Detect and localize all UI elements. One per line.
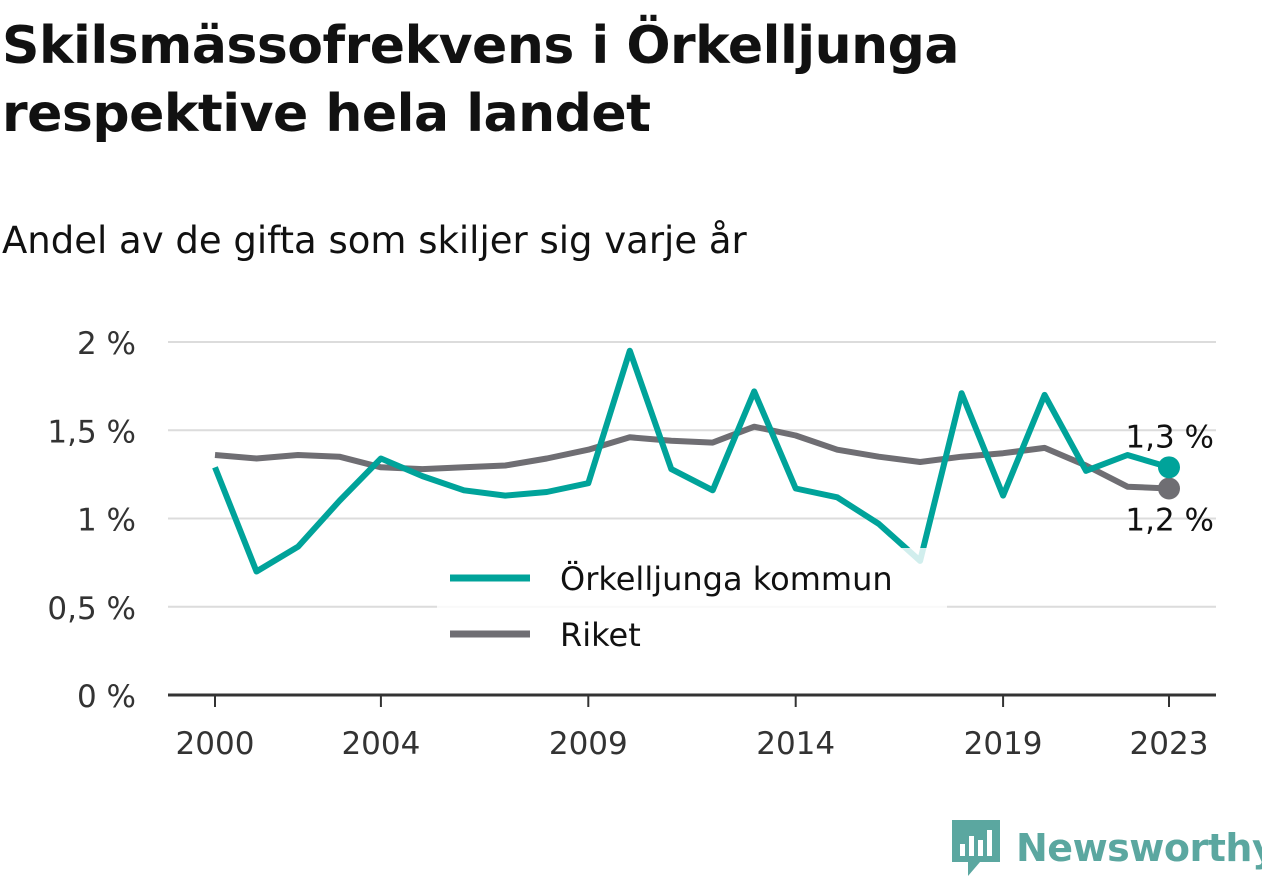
end-labels: 1,3 % 1,2 % [1125, 419, 1214, 538]
legend: Örkelljunga kommun Riket [437, 548, 947, 666]
y-tick-label: 0,5 % [47, 591, 136, 627]
y-tick-label: 1,5 % [47, 414, 136, 450]
y-tick-label: 1 % [77, 503, 136, 539]
legend-label: Örkelljunga kommun [560, 560, 893, 598]
brand: Newsworthy [950, 818, 1262, 878]
series-line-orkelljunga [212, 347, 1170, 575]
legend-label: Riket [560, 616, 641, 654]
end-point-orkelljunga [1158, 456, 1180, 479]
y-tick-label: 0 % [77, 679, 136, 715]
newsworthy-logo-icon [952, 820, 1000, 876]
end-label-orkelljunga: 1,3 % [1125, 419, 1214, 455]
x-tick-label: 2019 [964, 726, 1043, 762]
legend-background [437, 548, 947, 666]
x-tick-label: 2004 [341, 726, 420, 762]
end-label-riket: 1,2 % [1125, 502, 1214, 538]
x-tick-label: 2009 [549, 726, 628, 762]
end-point-riket [1158, 477, 1180, 500]
y-axis-ticks: 0 % 0,5 % 1 % 1,5 % 2 % [47, 326, 136, 715]
series-lines [212, 347, 1180, 575]
brand-name: Newsworthy [1016, 826, 1262, 870]
chart-title: Skilsmässofrekvens i Örkelljunga respekt… [2, 16, 959, 144]
chart-subtitle: Andel av de gifta som skiljer sig varje … [2, 219, 747, 262]
gridlines [168, 341, 1216, 608]
x-tick-label: 2000 [176, 726, 255, 762]
x-tick-label: 2023 [1130, 726, 1209, 762]
y-tick-label: 2 % [77, 326, 136, 362]
x-tick-label: 2014 [756, 726, 835, 762]
x-axis: 2000 2004 2009 2014 2019 2023 [168, 693, 1216, 762]
